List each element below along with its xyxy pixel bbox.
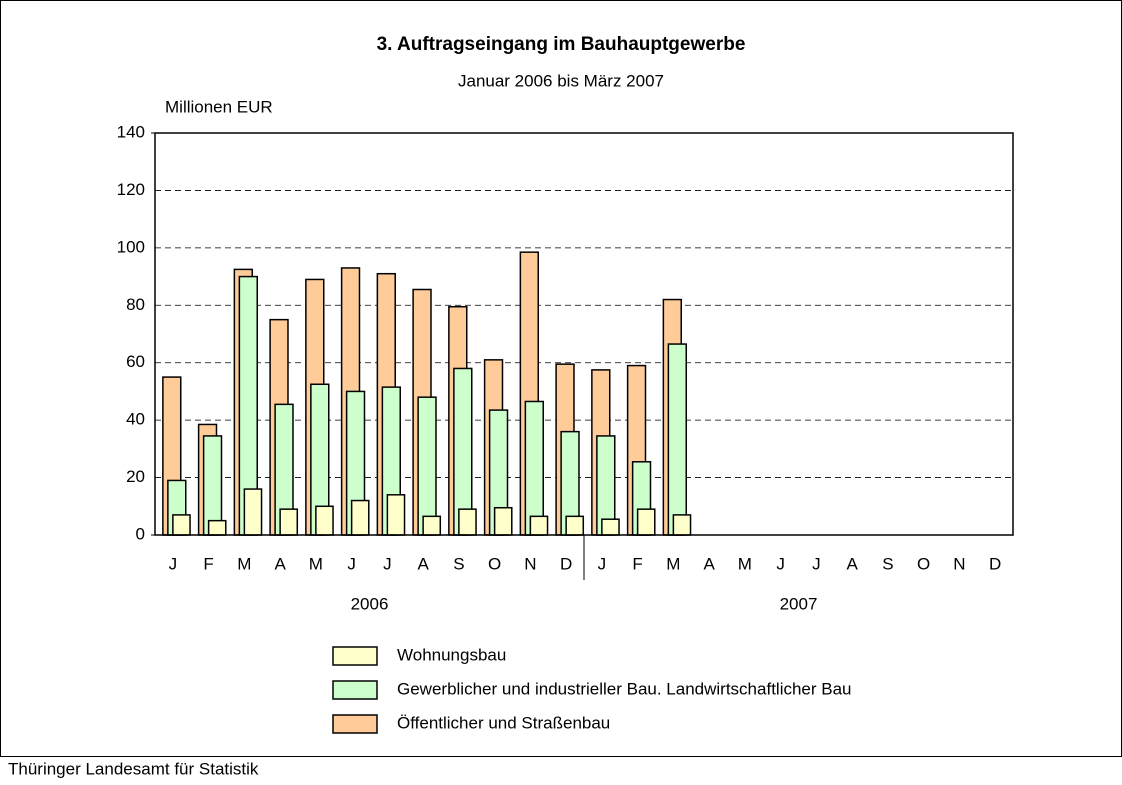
x-tick-label: A — [703, 554, 715, 573]
y-tick-label: 120 — [117, 180, 145, 199]
y-tick-label: 80 — [126, 295, 145, 314]
x-tick-label: O — [917, 554, 930, 573]
plot-area — [155, 133, 1013, 535]
x-tick-label: M — [666, 554, 680, 573]
legend-swatch — [332, 680, 378, 700]
x-tick-label: F — [203, 554, 213, 573]
legend-label: Wohnungsbau — [397, 645, 506, 664]
y-tick-label: 60 — [126, 352, 145, 371]
y-tick-label: 100 — [117, 237, 145, 256]
x-tick-label: A — [417, 554, 429, 573]
x-tick-label: D — [560, 554, 572, 573]
legend-swatch — [332, 714, 378, 734]
bar — [417, 396, 437, 536]
legend-swatch — [332, 646, 378, 666]
bar — [422, 515, 442, 536]
x-tick-label: J — [776, 554, 785, 573]
x-tick-label: M — [738, 554, 752, 573]
x-tick-label: J — [169, 554, 178, 573]
x-tick-label: A — [846, 554, 858, 573]
bar — [524, 400, 544, 536]
y-tick-label: 20 — [126, 467, 145, 486]
x-tick-label: J — [383, 554, 392, 573]
legend-label: Öffentlicher und Straßenbau — [397, 713, 610, 732]
bar — [315, 505, 334, 536]
x-tick-label: O — [488, 554, 501, 573]
bar — [207, 519, 227, 536]
chart-title: 3. Auftragseingang im Bauhauptgewerbe — [377, 34, 746, 55]
x-group-label: 2007 — [780, 594, 818, 613]
x-tick-label: J — [812, 554, 821, 573]
bar — [172, 514, 191, 536]
y-tick-label: 40 — [126, 410, 145, 429]
bar — [350, 499, 370, 536]
bar — [672, 514, 692, 536]
x-tick-label: J — [347, 554, 356, 573]
bar — [636, 508, 656, 536]
x-tick-label: M — [309, 554, 323, 573]
source: Thüringer Landesamt für Statistik — [8, 759, 259, 778]
bar — [458, 508, 477, 536]
bar — [565, 515, 585, 536]
x-tick-label: D — [989, 554, 1001, 573]
x-tick-label: S — [453, 554, 464, 573]
x-tick-label: F — [632, 554, 642, 573]
legend-label: Gewerblicher und industrieller Bau. Land… — [397, 679, 852, 698]
y-tick-label: 0 — [136, 524, 145, 543]
chart-subtitle: Januar 2006 bis März 2007 — [458, 71, 664, 90]
bar — [243, 488, 263, 536]
bar — [667, 343, 687, 536]
x-tick-label: M — [237, 554, 251, 573]
x-tick-label: N — [953, 554, 965, 573]
bar — [279, 508, 299, 536]
x-tick-label: N — [524, 554, 536, 573]
x-tick-label: A — [274, 554, 286, 573]
y-tick-label: 140 — [117, 122, 145, 141]
bar — [601, 518, 620, 536]
bar — [529, 515, 549, 536]
x-group-label: 2006 — [351, 594, 389, 613]
y-axis-label: Millionen EUR — [165, 97, 273, 116]
bar — [386, 494, 406, 536]
x-tick-label: J — [598, 554, 607, 573]
bar — [493, 506, 513, 536]
x-tick-label: S — [882, 554, 893, 573]
